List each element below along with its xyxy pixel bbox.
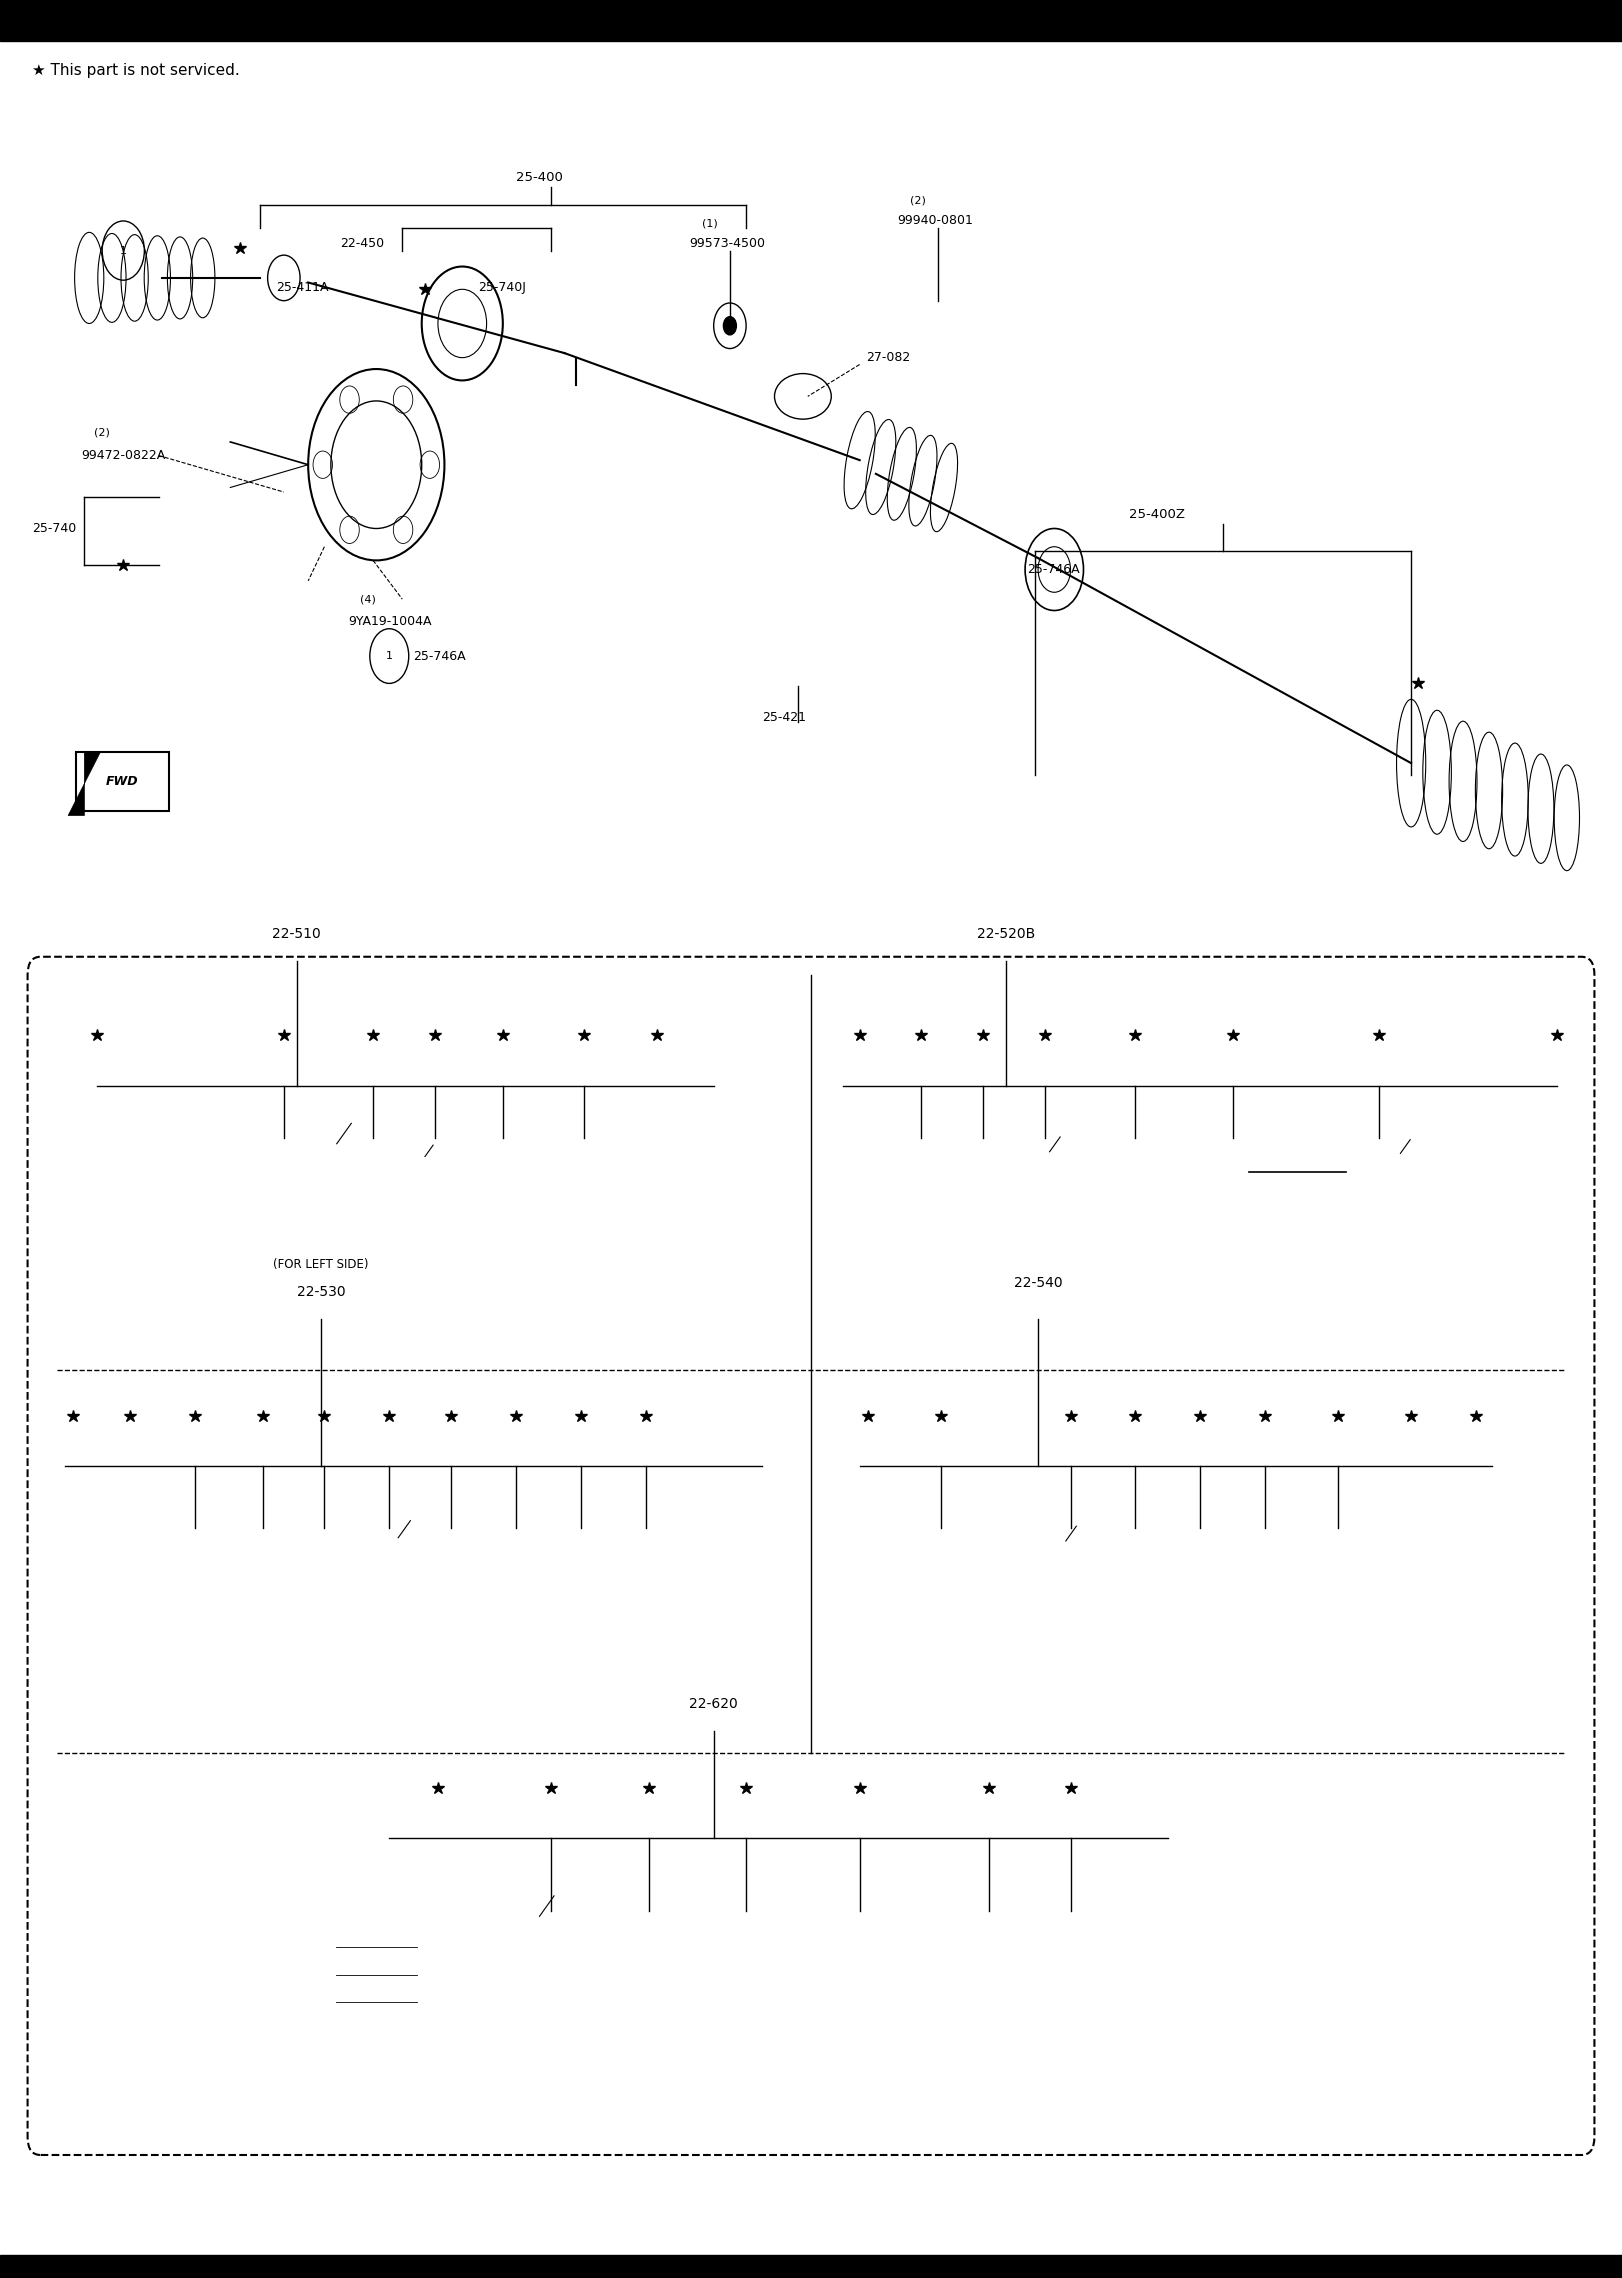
Text: (2): (2) [94,428,110,437]
Bar [83,1091,96,1109]
Text: 25-746A: 25-746A [414,649,466,663]
Text: (2): (2) [910,196,926,205]
FancyBboxPatch shape [71,1100,107,1244]
Bar [357,1838,396,1866]
Text: 27-082: 27-082 [866,351,910,364]
FancyBboxPatch shape [28,957,1594,2155]
FancyBboxPatch shape [117,1490,149,1633]
Bar [336,1866,417,2025]
Text: 9YA19-1004A: 9YA19-1004A [349,615,431,629]
Text: 99472-0822A: 99472-0822A [81,449,165,462]
Text: 25-411A: 25-411A [276,280,328,294]
Text: 22-620: 22-620 [689,1697,738,1711]
Text: 22-520B: 22-520B [976,927,1035,941]
Text: 25-746A: 25-746A [1027,563,1079,576]
Text: 1: 1 [120,246,127,255]
Text: FWD: FWD [105,775,138,788]
Text: 25-400: 25-400 [516,171,563,185]
Bar [127,1481,139,1499]
Bar [1040,1863,1053,1882]
FancyBboxPatch shape [1539,1100,1575,1244]
FancyBboxPatch shape [1030,1873,1064,2016]
Text: 99573-4500: 99573-4500 [689,237,766,251]
Text: (4): (4) [360,595,376,604]
Bar [349,1540,389,1585]
Polygon shape [68,752,101,816]
Bar [1551,1091,1564,1109]
Text: 25-421: 25-421 [762,711,806,724]
Bar [1017,1540,1058,1585]
Text: 25-740: 25-740 [32,522,76,535]
Bar [260,1150,300,1196]
FancyBboxPatch shape [1460,1490,1494,1633]
Bar [0,0,1622,41]
Text: 22-510: 22-510 [272,927,321,941]
Text: 25-740J: 25-740J [478,280,527,294]
Text: (1): (1) [702,219,719,228]
Bar [0,2255,1622,2278]
FancyBboxPatch shape [55,1490,91,1633]
Bar [795,1923,835,1968]
Text: 22-450: 22-450 [341,237,384,251]
Bar [341,1146,373,1201]
Bar [67,1481,79,1499]
Text: 1: 1 [386,652,393,661]
Bar [1204,1150,1244,1196]
Text: 22-540: 22-540 [1014,1276,1062,1289]
Text: 22-530: 22-530 [297,1285,345,1298]
Bar [1470,1481,1483,1499]
Text: 99940-0801: 99940-0801 [897,214,973,228]
Text: (FOR LEFT SIDE): (FOR LEFT SIDE) [274,1257,368,1271]
Text: ★ This part is not serviced.: ★ This part is not serviced. [32,64,240,77]
Text: 25-400Z: 25-400Z [1129,508,1186,522]
Circle shape [723,317,736,335]
